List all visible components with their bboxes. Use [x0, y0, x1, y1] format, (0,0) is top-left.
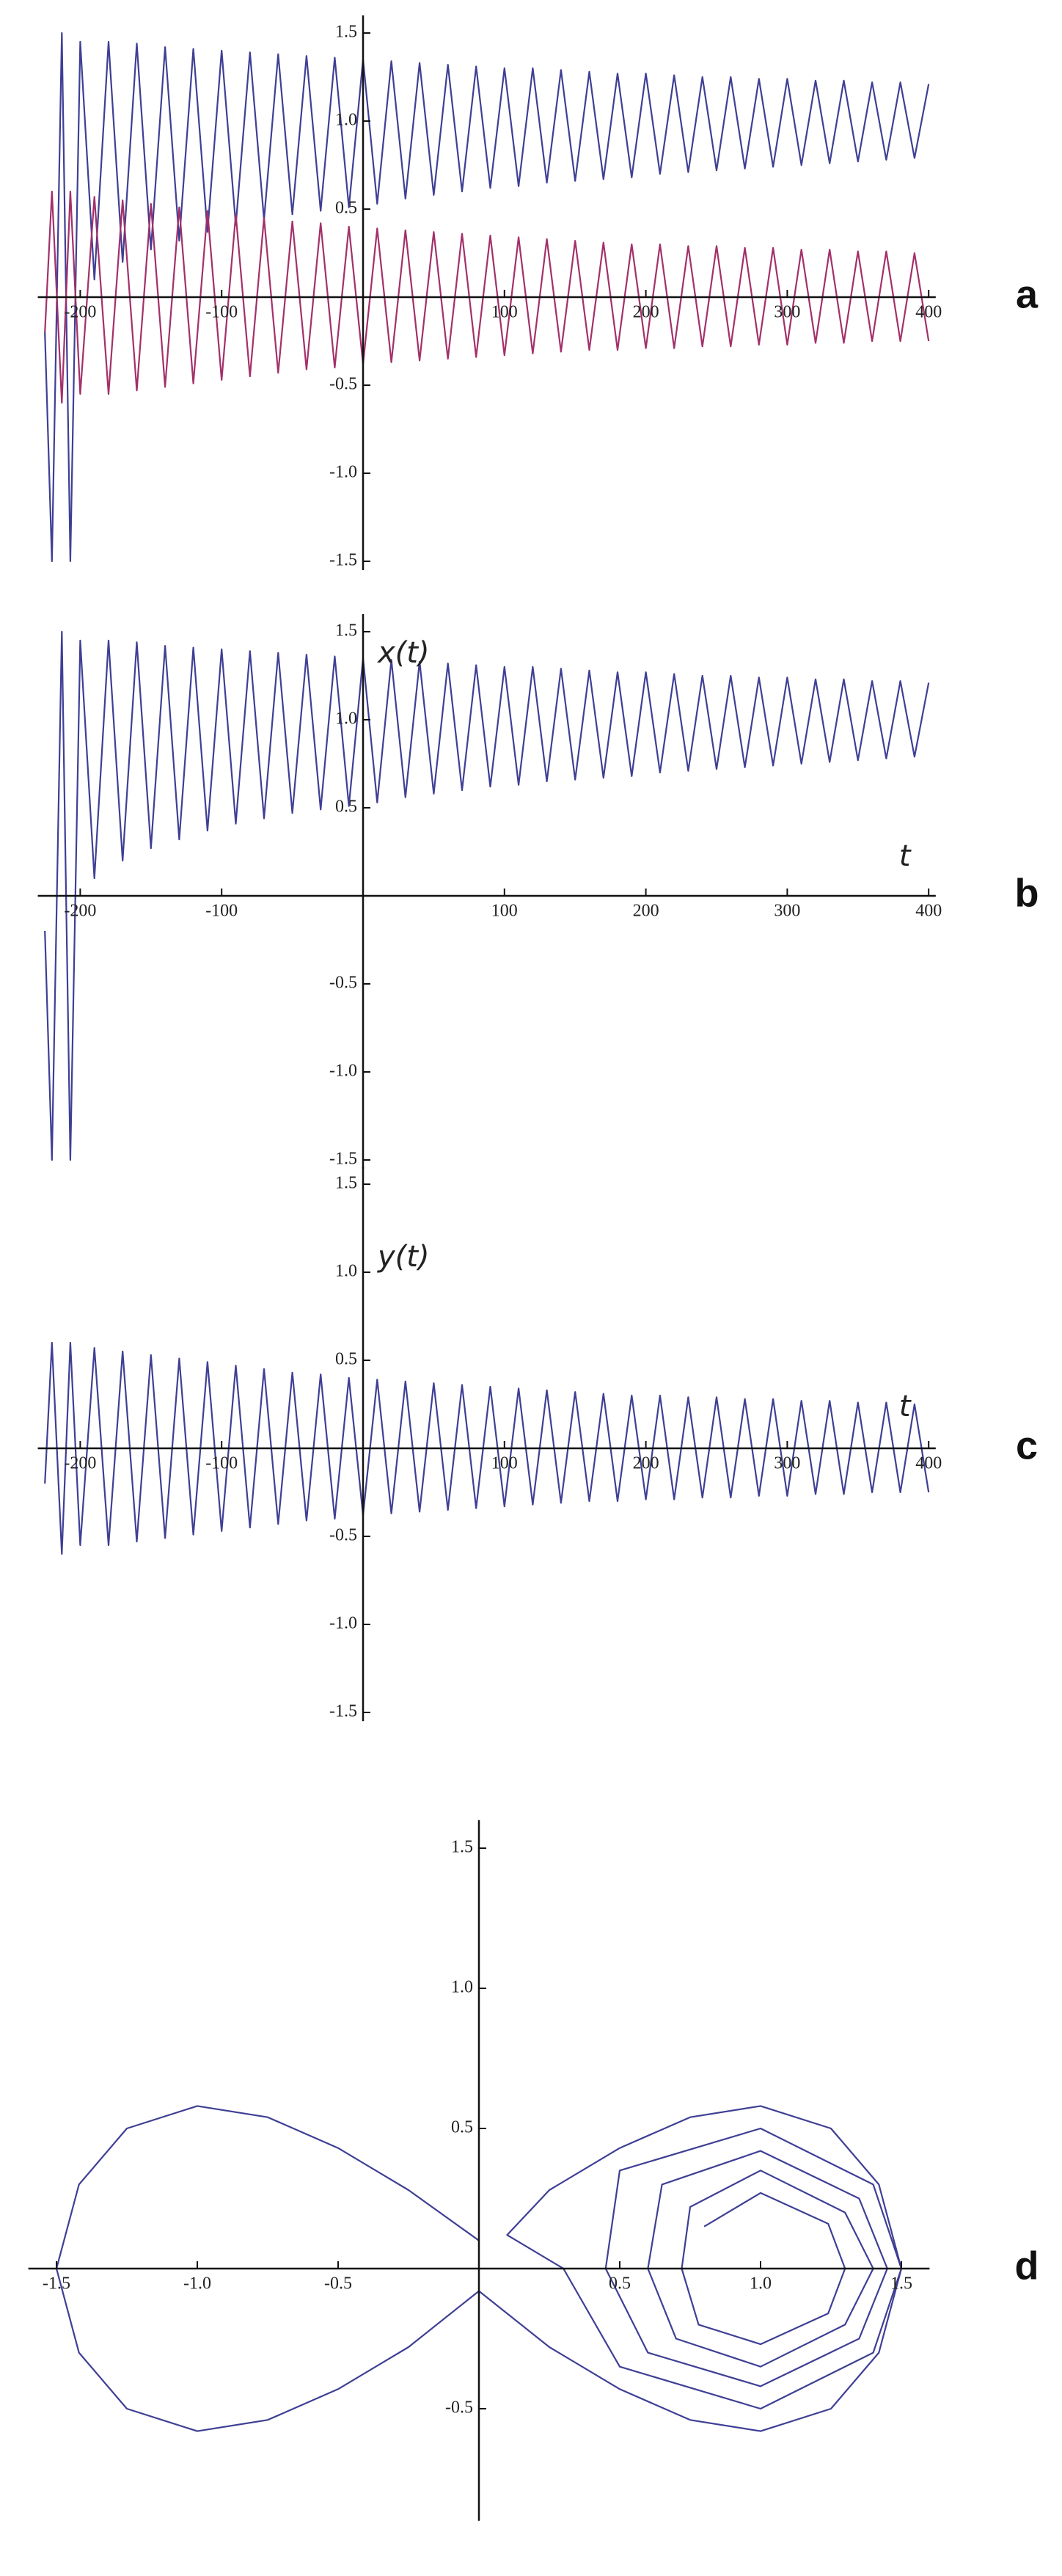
y-tick-label: -0.5 [329, 375, 357, 394]
y-axis-label: y(t) [377, 1240, 430, 1274]
y-tick-label: 1.0 [335, 709, 357, 729]
y-tick-label: 0.5 [335, 199, 357, 218]
y-tick-label: 1.5 [335, 1174, 357, 1193]
x-tick-label: 1.5 [890, 2274, 912, 2294]
x-tick-label: 200 [633, 902, 659, 921]
x-tick-label: -200 [64, 902, 96, 921]
x-tick-label: -1.5 [43, 2274, 70, 2294]
x-tick-label: -200 [64, 1454, 96, 1473]
x-tick-label: 100 [491, 1454, 518, 1473]
panel-label: a [1016, 272, 1039, 316]
y-tick-label: -1.0 [329, 1062, 357, 1081]
y-tick-label: 1.5 [451, 1838, 473, 1857]
x-tick-label: 400 [915, 902, 942, 921]
y-tick-label: -0.5 [329, 974, 357, 993]
x-tick-label: -200 [64, 303, 96, 322]
x-tick-label: 0.5 [609, 2274, 631, 2294]
x-tick-label: -1.0 [183, 2274, 211, 2294]
data-line [44, 190, 930, 404]
y-tick-label: 0.5 [335, 1350, 357, 1369]
x-tick-label: -0.5 [324, 2274, 352, 2294]
x-tick-label: 100 [491, 303, 518, 322]
x-tick-label: -100 [205, 902, 238, 921]
data-line [44, 32, 930, 563]
panel-label: d [1015, 2244, 1039, 2288]
y-tick-label: 1.0 [451, 1978, 473, 1997]
y-tick-label: -1.0 [329, 1614, 357, 1633]
x-tick-label: -100 [205, 1454, 238, 1473]
x-tick-label: 400 [915, 1454, 942, 1473]
data-line [44, 630, 930, 1161]
x-tick-label: 1.0 [750, 2274, 772, 2294]
y-tick-label: -0.5 [445, 2398, 473, 2418]
y-tick-label: 0.5 [335, 798, 357, 817]
x-tick-label: 300 [774, 1454, 800, 1473]
x-axis-label: t [899, 839, 912, 873]
x-tick-label: 300 [774, 303, 800, 322]
y-tick-label: -1.5 [329, 1702, 357, 1721]
x-tick-label: 200 [633, 1454, 659, 1473]
y-axis-label: x(t) [376, 636, 430, 670]
x-tick-label: 400 [915, 303, 942, 322]
data-line [55, 2105, 903, 2432]
x-tick-label: 200 [633, 303, 659, 322]
y-tick-label: 0.5 [451, 2118, 473, 2137]
y-tick-label: 1.5 [335, 23, 357, 42]
panel-label: c [1016, 1423, 1038, 1467]
x-tick-label: 100 [491, 902, 518, 921]
data-line [44, 1341, 930, 1555]
y-tick-label: -0.5 [329, 1526, 357, 1545]
x-axis-label: t [899, 1390, 912, 1423]
panel-label: b [1015, 871, 1039, 915]
y-tick-label: 1.0 [335, 1262, 357, 1281]
x-tick-label: 300 [774, 902, 800, 921]
y-tick-label: -1.5 [329, 551, 357, 570]
x-tick-label: -100 [205, 303, 238, 322]
y-tick-label: 1.5 [335, 621, 357, 641]
y-tick-label: -1.5 [329, 1150, 357, 1169]
y-tick-label: -1.0 [329, 463, 357, 482]
y-tick-label: 1.0 [335, 111, 357, 130]
